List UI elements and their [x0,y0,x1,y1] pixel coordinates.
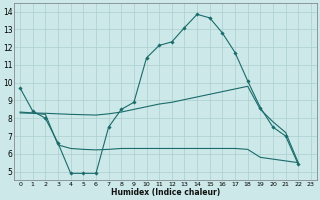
X-axis label: Humidex (Indice chaleur): Humidex (Indice chaleur) [111,188,220,197]
